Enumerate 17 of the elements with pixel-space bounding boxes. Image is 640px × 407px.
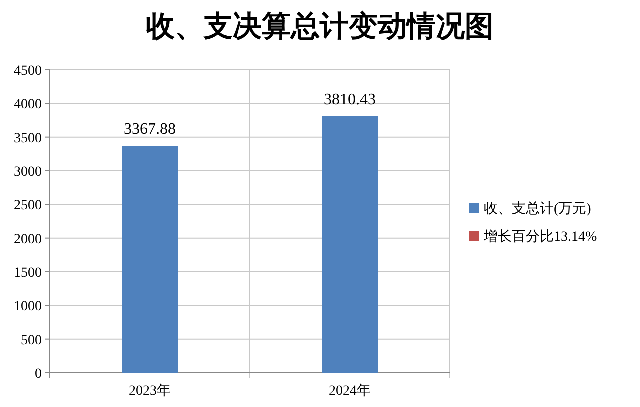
y-tick-label: 0	[35, 367, 42, 382]
y-tick-label: 500	[21, 333, 42, 348]
chart-title: 收、支决算总计变动情况图	[146, 10, 494, 43]
data-label: 3367.88	[124, 121, 176, 138]
legend-label: 收、支总计(万元)	[484, 201, 592, 217]
y-tick-label: 3000	[14, 165, 42, 180]
y-tick-label: 4500	[14, 64, 42, 79]
y-tick-label: 1500	[14, 266, 42, 281]
y-tick-label: 4000	[14, 98, 42, 113]
x-tick-label: 2024年	[329, 383, 371, 399]
legend-label: 增长百分比13.14%	[483, 229, 598, 245]
y-tick-label: 1000	[14, 300, 42, 315]
x-tick-label: 2023年	[129, 383, 171, 399]
y-tick-label: 2000	[14, 232, 42, 248]
data-label: 3810.43	[324, 91, 376, 108]
y-tick-label: 2500	[14, 198, 42, 214]
y-tick-label: 3500	[14, 131, 42, 146]
